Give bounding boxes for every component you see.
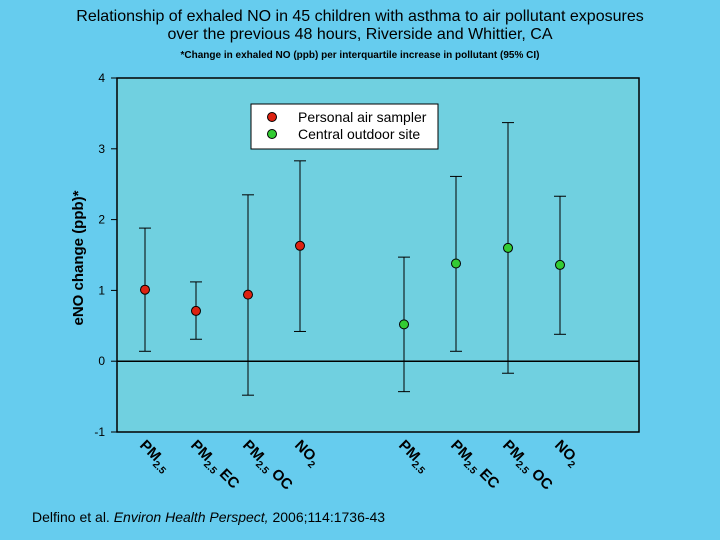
y-tick-label: -1: [94, 425, 105, 439]
legend-marker: [267, 129, 277, 139]
data-point: [451, 258, 461, 269]
y-tick-label: 1: [98, 283, 105, 297]
x-tick-label: PM2.5 EC: [185, 437, 243, 495]
title-line-1: Relationship of exhaled NO in 45 childre…: [76, 8, 644, 25]
x-tick-label: NO2: [549, 437, 583, 471]
citation-authors: Delfino et al.: [32, 509, 110, 525]
chart-title: Relationship of exhaled NO in 45 childre…: [0, 8, 720, 44]
data-point: [140, 284, 150, 295]
data-point: [243, 289, 253, 300]
citation: Delfino et al. Environ Health Perspect, …: [32, 509, 385, 525]
y-axis-label: eNO change (ppb)*: [70, 190, 87, 325]
y-tick-label: 0: [98, 354, 105, 368]
x-tick-label: PM2.5 OC: [497, 437, 556, 496]
citation-journal: Environ Health Perspect,: [113, 509, 269, 525]
chart-subtitle: *Change in exhaled NO (ppb) per interqua…: [180, 50, 540, 61]
legend-label: Central outdoor site: [298, 126, 420, 142]
data-point: [295, 240, 305, 251]
y-tick-label: 3: [98, 142, 105, 156]
data-point: [191, 305, 201, 316]
data-point: [503, 242, 513, 253]
x-tick-label: NO2: [289, 437, 323, 471]
citation-details: 2006;114:1736-43: [272, 509, 386, 525]
x-tick-label: PM2.5 OC: [237, 437, 296, 496]
x-tick-label: PM2.5: [134, 437, 174, 477]
legend: [250, 103, 439, 150]
y-tick-label: 2: [98, 213, 105, 227]
legend-marker: [267, 112, 277, 122]
data-point: [555, 259, 565, 270]
title-line-2: over the previous 48 hours, Riverside an…: [167, 26, 553, 43]
y-tick-label: 4: [98, 71, 105, 85]
legend-label: Personal air sampler: [298, 109, 427, 125]
x-tick-label: PM2.5 EC: [445, 437, 503, 495]
data-point: [399, 319, 409, 330]
x-tick-label: PM2.5: [393, 437, 433, 477]
